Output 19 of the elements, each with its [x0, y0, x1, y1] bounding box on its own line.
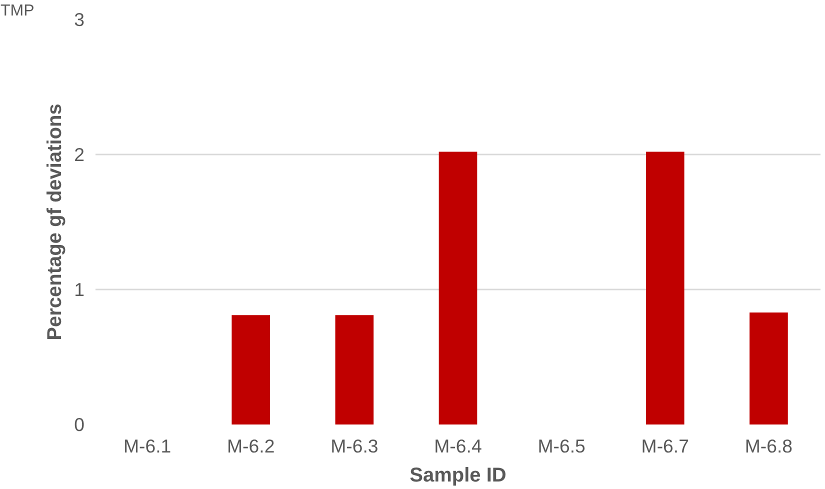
bar [232, 315, 270, 424]
bar [750, 312, 788, 424]
x-axis-title: Sample ID [410, 464, 506, 486]
x-tick-label: M-6.2 [227, 436, 275, 456]
y-tick-label: 2 [74, 144, 85, 165]
y-axis-title: Percentage gf deviations [44, 104, 66, 340]
x-tick-label: M-6.1 [123, 436, 172, 456]
text: TMP [0, 2, 34, 20]
x-tick-label: M-6.5 [538, 436, 586, 456]
bar [438, 152, 478, 424]
x-tick-label: M-6.3 [330, 436, 378, 456]
y-tick-label: 0 [74, 414, 85, 435]
x-tick-label: M-6.8 [744, 436, 793, 456]
x-tick-label: M-6.4 [434, 436, 482, 456]
y-tick-label: 1 [74, 279, 85, 300]
bar [646, 152, 684, 424]
y-tick-label: 3 [74, 9, 85, 30]
bar [335, 315, 374, 424]
x-tick-label: M-6.7 [641, 436, 689, 456]
